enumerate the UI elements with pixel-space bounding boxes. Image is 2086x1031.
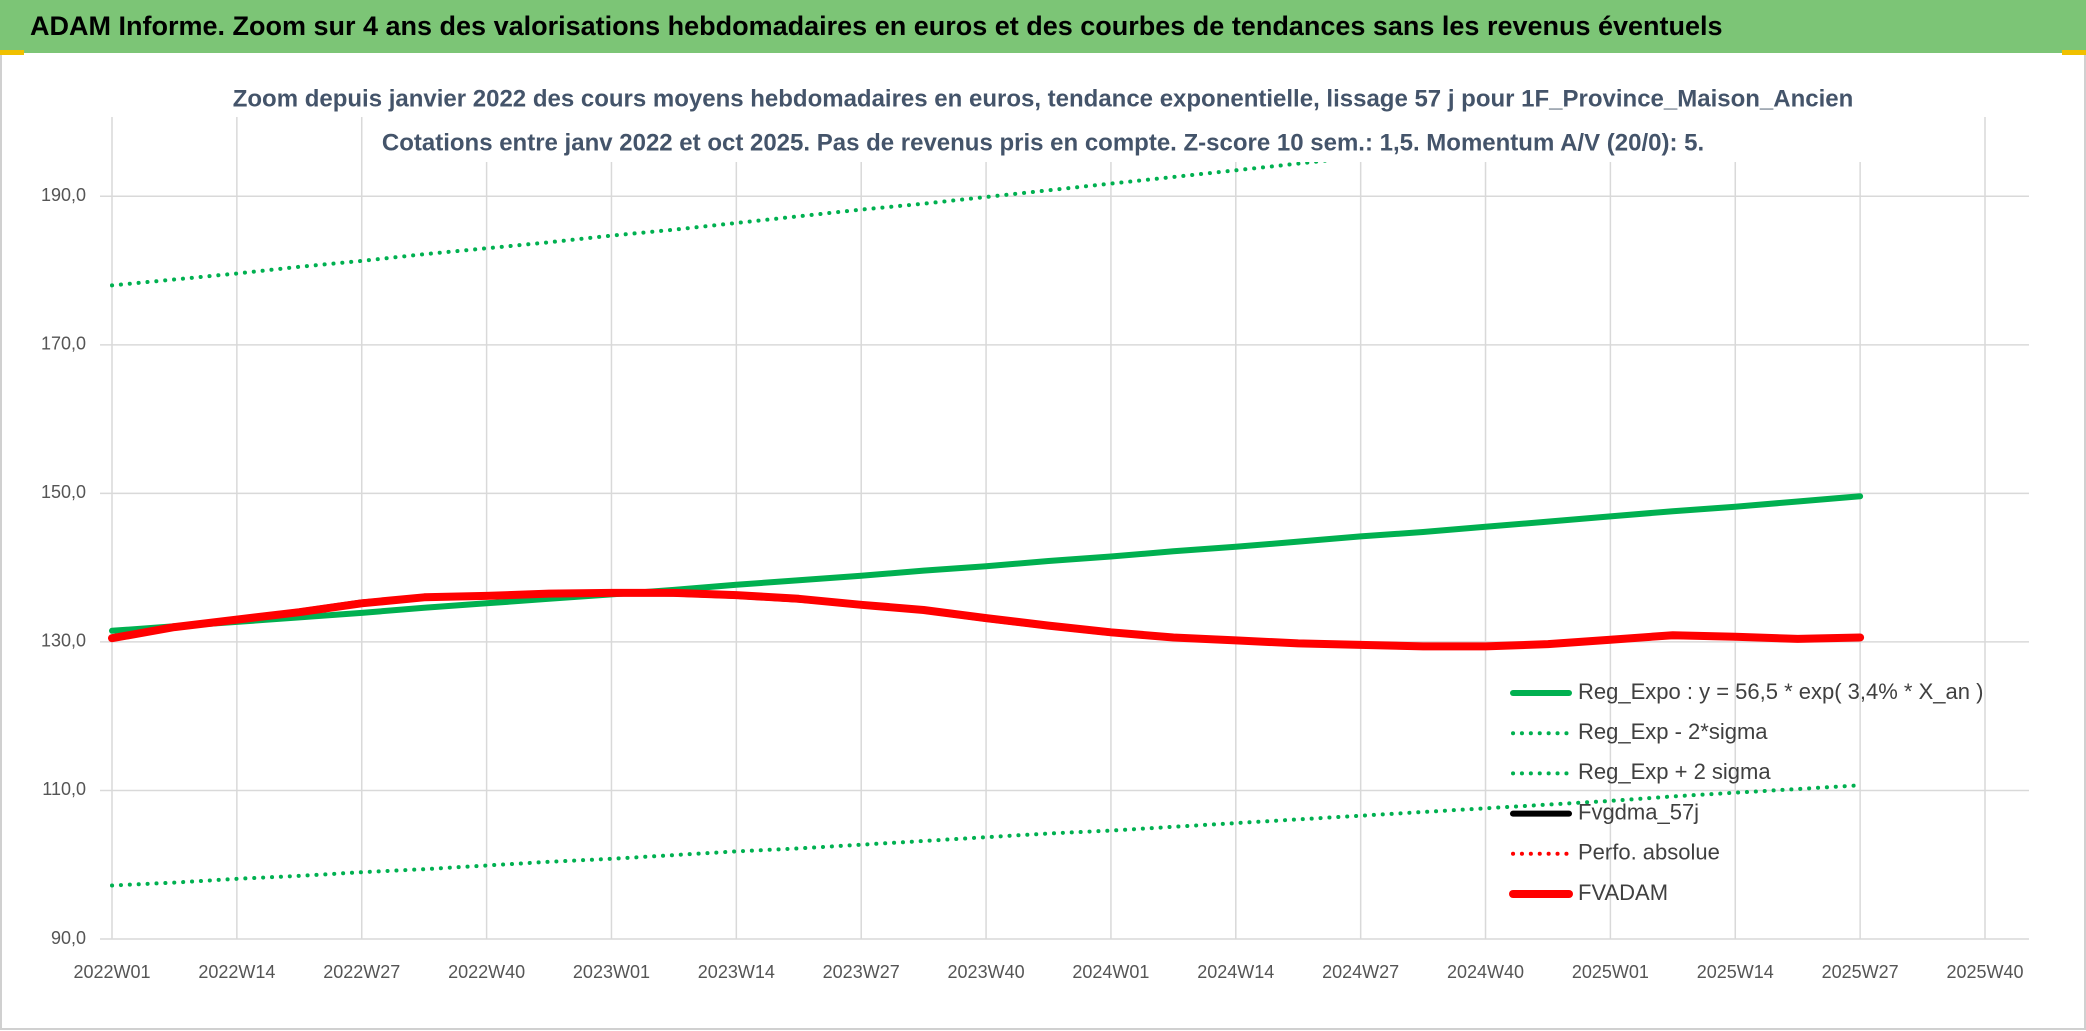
x-tick-label: 2023W14 <box>698 962 775 982</box>
y-tick-label: 190,0 <box>41 185 86 205</box>
x-tick-label: 2022W01 <box>73 962 150 982</box>
x-tick-label: 2024W27 <box>1322 962 1399 982</box>
chart-subtitle: Cotations entre janv 2022 et oct 2025. P… <box>382 129 1704 156</box>
x-tick-label: 2024W14 <box>1197 962 1274 982</box>
series-line <box>108 588 1865 651</box>
y-tick-label: 110,0 <box>42 779 86 799</box>
header-accent <box>0 50 24 55</box>
x-tick-label: 2023W01 <box>573 962 650 982</box>
legend-label: Reg_Exp - 2*sigma <box>1578 719 1768 744</box>
x-tick-label: 2023W40 <box>948 962 1025 982</box>
y-tick-label: 130,0 <box>41 631 86 651</box>
legend-label: Perfo. absolue <box>1578 840 1720 865</box>
chart-title: Zoom depuis janvier 2022 des cours moyen… <box>233 85 1854 112</box>
header-accent <box>2062 50 2086 55</box>
y-tick-label: 170,0 <box>41 334 86 354</box>
x-tick-label: 2025W14 <box>1697 962 1774 982</box>
x-tick-label: 2023W27 <box>823 962 900 982</box>
page-title: ADAM Informe. Zoom sur 4 ans des valoris… <box>30 11 1723 41</box>
y-tick-label: 150,0 <box>41 482 86 502</box>
x-tick-label: 2022W40 <box>448 962 525 982</box>
x-tick-label: 2025W01 <box>1572 962 1649 982</box>
legend: Reg_Expo : y = 56,5 * exp( 3,4% * X_an )… <box>1509 679 1983 905</box>
x-tick-label: 2024W40 <box>1447 962 1524 982</box>
series-line <box>110 120 1718 288</box>
x-tick-label: 2022W27 <box>323 962 400 982</box>
series-line <box>110 783 1863 888</box>
plot-area <box>108 120 1865 888</box>
legend-label: Reg_Expo : y = 56,5 * exp( 3,4% * X_an ) <box>1578 679 1983 704</box>
y-tick-label: 90,0 <box>51 928 86 948</box>
grid: 90,0 110,0 130,0 150,0 170,0 190,0 2022W01 2022… <box>41 117 2029 982</box>
x-tick-label: 2025W40 <box>1946 962 2023 982</box>
legend-label: Fvgdma_57j <box>1578 799 1699 824</box>
series-line <box>109 493 1864 634</box>
legend-label: Reg_Exp + 2 sigma <box>1578 759 1771 784</box>
chart-frame <box>0 51 2086 1030</box>
x-tick-label: 2022W14 <box>198 962 275 982</box>
x-tick-label: 2025W27 <box>1822 962 1899 982</box>
header-bar <box>0 0 2086 53</box>
legend-label: FVADAM <box>1578 880 1668 905</box>
title-background <box>370 82 1870 162</box>
x-tick-label: 2024W01 <box>1072 962 1149 982</box>
